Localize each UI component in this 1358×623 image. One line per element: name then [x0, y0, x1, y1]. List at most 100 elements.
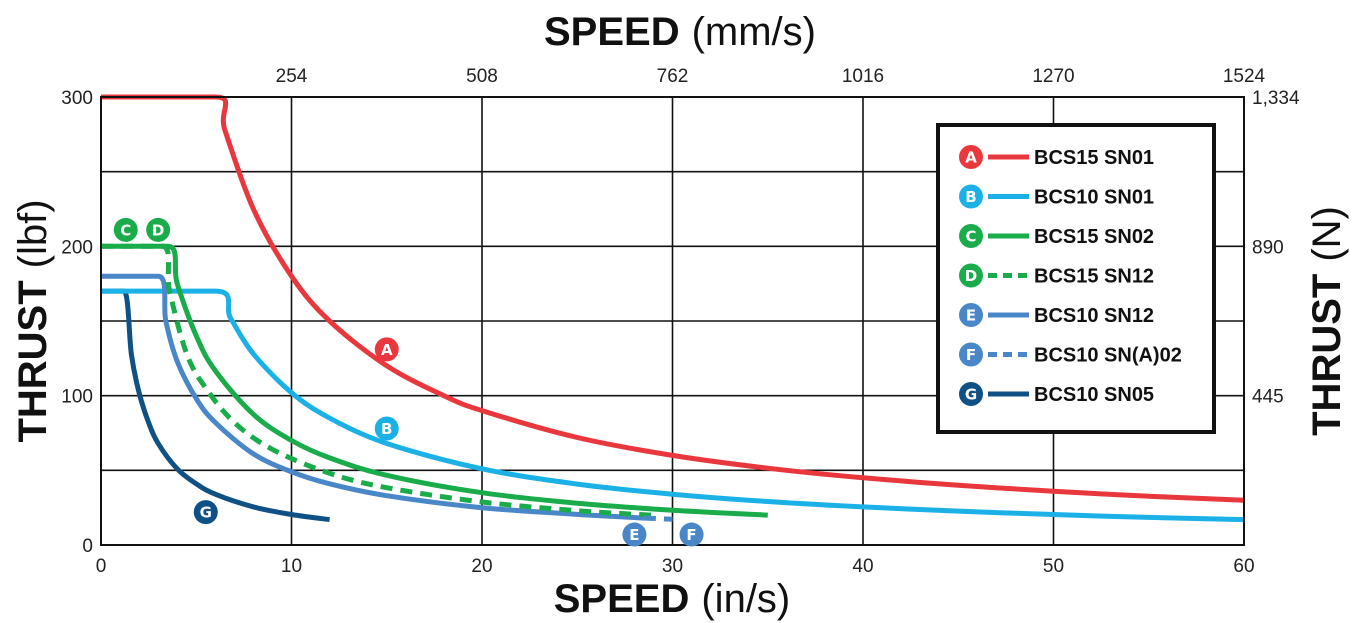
series-line-b [101, 288, 1245, 523]
legend-badge-f-letter: F [966, 346, 976, 364]
series-line-e [101, 273, 645, 521]
curve-label-a: A [374, 337, 399, 362]
bottom-axis-title-main: SPEED [554, 577, 690, 621]
x-tick-label: 10 [281, 556, 302, 577]
right-y-tick-label: 1,334 [1252, 88, 1300, 109]
curve-label-c: C [113, 217, 138, 242]
legend-badge-f-circle [959, 342, 983, 367]
legend-item-d: D BCS15 SN12 [959, 263, 1154, 288]
series-line-a [101, 94, 1245, 503]
top-axis-title-unit: (mm/s) [692, 10, 816, 54]
legend-item-f: F BCS10 SN(A)02 [959, 342, 1182, 367]
top-axis-title-main: SPEED [544, 10, 680, 54]
legend-badge-a: A [959, 145, 983, 169]
curve-label-b: B [374, 416, 399, 441]
legend-badge-d-circle [959, 263, 983, 288]
x-tick-label: 40 [852, 556, 873, 577]
legend-badge-d-letter: D [965, 267, 977, 285]
legend-item-a: A BCS15 SN01 [959, 145, 1154, 169]
curve-label-d-circle [146, 217, 171, 242]
x-tick-label: 20 [471, 556, 492, 577]
legend-badge-g: G [959, 382, 983, 406]
curve-label-a-letter: A [381, 341, 393, 359]
top-x-tick-label: 254 [276, 66, 308, 87]
right-y-tick-label: 445 [1252, 387, 1284, 408]
series-line-c [101, 243, 768, 518]
series-line-g [101, 288, 330, 523]
series-layer [101, 94, 1245, 523]
curve-label-b-letter: B [381, 420, 392, 438]
bottom-axis-title-unit: (in/s) [701, 577, 790, 621]
curve-label-f: F [679, 522, 704, 547]
legend-badge-e-letter: E [966, 307, 976, 325]
series-line-d [101, 243, 654, 518]
x-tick-label: 60 [1233, 556, 1254, 577]
legend-badge-g-circle [959, 382, 983, 406]
left-axis-title-main: THRUST [11, 280, 55, 442]
left-axis-title: THRUST (lbf) [11, 199, 55, 442]
top-x-tick-label: 1524 [1223, 66, 1266, 87]
legend-label-f: BCS10 SN(A)02 [1034, 345, 1182, 367]
y-tick-label: 300 [61, 88, 93, 109]
x-tick-label: 0 [96, 556, 107, 577]
x-tick-label: 30 [662, 556, 683, 577]
curve-label-f-letter: F [686, 526, 696, 544]
bottom-axis-title: SPEED (in/s) [554, 577, 791, 621]
curve-label-g-letter: G [200, 504, 212, 522]
curve-label-d: D [146, 217, 171, 242]
legend-badge-g-letter: G [965, 386, 977, 404]
legend-item-c: C BCS15 SN02 [959, 224, 1154, 248]
curve-label-g-circle [193, 500, 218, 525]
top-x-tick-label: 1016 [842, 66, 884, 87]
curve-label-a-circle [374, 337, 399, 362]
legend-badge-a-letter: A [965, 149, 977, 167]
legend-badge-c: C [959, 224, 983, 248]
y-tick-label: 200 [61, 237, 93, 258]
legend-badge-e-circle [959, 303, 983, 327]
series-line-f [643, 515, 673, 522]
top-x-tick-label: 1270 [1032, 66, 1074, 87]
legend-badge-a-circle [959, 145, 983, 169]
left-axis-title-unit: (lbf) [11, 199, 55, 268]
legend: A BCS15 SN01 B BCS10 SN01 C BCS15 SN02 D BCS15 … [936, 123, 1216, 434]
top-axis-title: SPEED (mm/s) [544, 10, 816, 54]
x-tick-label: 50 [1043, 556, 1064, 577]
legend-badge-c-letter: C [965, 228, 976, 246]
right-axis-title-unit: (N) [1305, 206, 1349, 262]
tick-labels: 0 10 20 30 40 50 60 254 508 762 1016 1270 1524 0 100 20… [61, 66, 1300, 577]
legend-label-a: BCS15 SN01 [1034, 147, 1154, 169]
legend-label-e: BCS10 SN12 [1034, 305, 1154, 327]
curve-label-g: G [193, 500, 218, 525]
legend-label-b: BCS10 SN01 [1034, 187, 1154, 209]
legend-label-d: BCS15 SN12 [1034, 266, 1154, 288]
legend-badge-b-letter: B [965, 188, 976, 206]
legend-badge-f: F [959, 342, 983, 367]
curve-label-c-circle [113, 217, 138, 242]
legend-label-c: BCS15 SN02 [1034, 226, 1154, 248]
legend-label-g: BCS10 SN05 [1034, 384, 1154, 406]
plot-frame [100, 96, 1245, 546]
curve-label-d-letter: D [152, 221, 164, 239]
curve-label-e: E [622, 522, 647, 547]
legend-badge-b-circle [959, 184, 983, 209]
legend-item-b: B BCS10 SN01 [959, 184, 1154, 209]
right-y-tick-label: 890 [1252, 237, 1284, 258]
right-axis-title-main: THRUST [1305, 274, 1349, 436]
legend-badge-d: D [959, 263, 983, 288]
legend-item-g: G BCS10 SN05 [959, 382, 1154, 406]
right-axis-title: THRUST (N) [1305, 206, 1349, 436]
legend-item-e: E BCS10 SN12 [959, 303, 1154, 327]
curve-label-c-letter: C [120, 221, 131, 239]
curve-label-e-circle [622, 522, 647, 547]
legend-badge-b: B [959, 184, 983, 209]
curve-labels: A B C D E F G [113, 217, 704, 547]
y-tick-label: 0 [82, 536, 93, 557]
curve-label-b-circle [374, 416, 399, 441]
legend-box [936, 123, 1216, 434]
curve-label-e-letter: E [629, 526, 639, 544]
curve-label-f-circle [679, 522, 704, 547]
top-x-tick-label: 762 [657, 66, 689, 87]
legend-badge-c-circle [959, 224, 983, 248]
y-tick-label: 100 [61, 387, 93, 408]
